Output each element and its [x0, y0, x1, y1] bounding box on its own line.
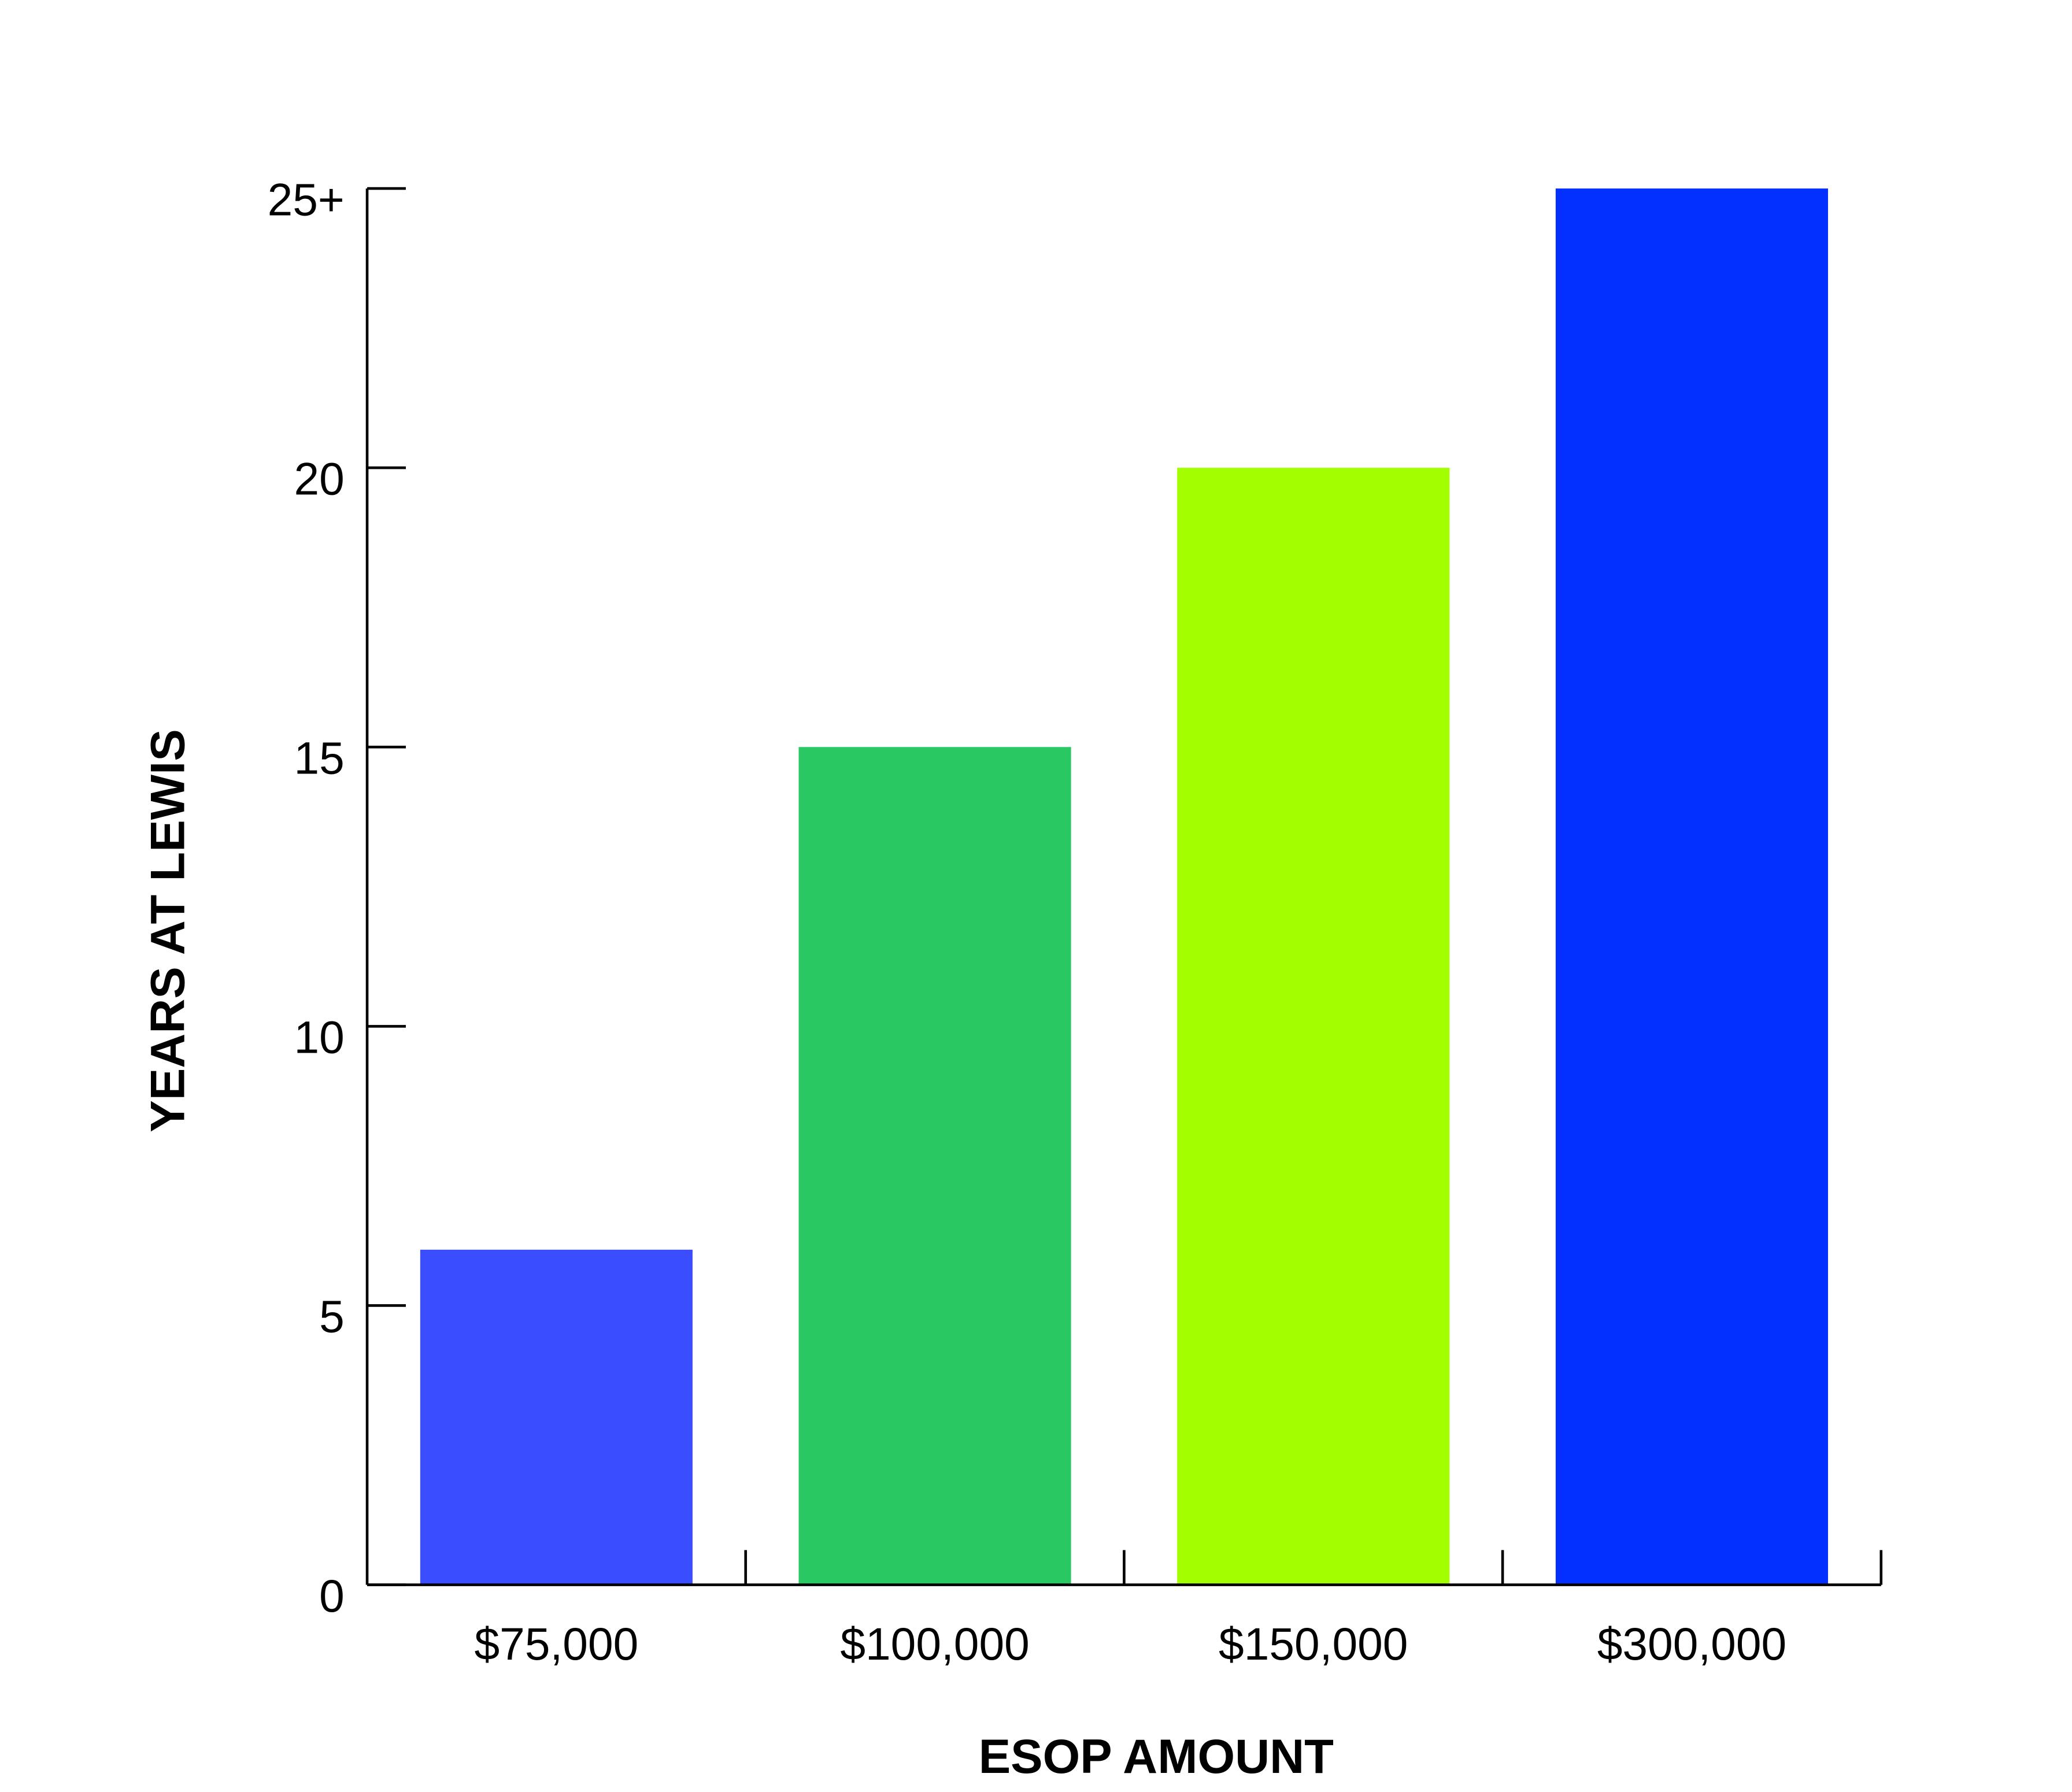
- y-axis-title: YEARS AT LEWIS: [141, 729, 195, 1132]
- bar-2: [1177, 468, 1450, 1585]
- bar-1: [798, 747, 1071, 1585]
- x-tick-label: $100,000: [840, 1619, 1029, 1669]
- y-tick-label: 25+: [268, 174, 345, 225]
- y-tick-label: 0: [319, 1571, 345, 1621]
- y-tick-label: 5: [319, 1291, 345, 1342]
- x-tick-label: $75,000: [475, 1619, 639, 1669]
- bar-3: [1555, 188, 1828, 1585]
- x-axis-title: ESOP AMOUNT: [979, 1730, 1334, 1783]
- x-tick-label: $150,000: [1219, 1619, 1408, 1669]
- bar-0: [420, 1249, 693, 1585]
- y-tick-label: 20: [294, 453, 344, 504]
- y-tick-label: 10: [294, 1012, 344, 1063]
- y-tick-label: 15: [294, 732, 344, 783]
- x-tick-label: $300,000: [1597, 1619, 1786, 1669]
